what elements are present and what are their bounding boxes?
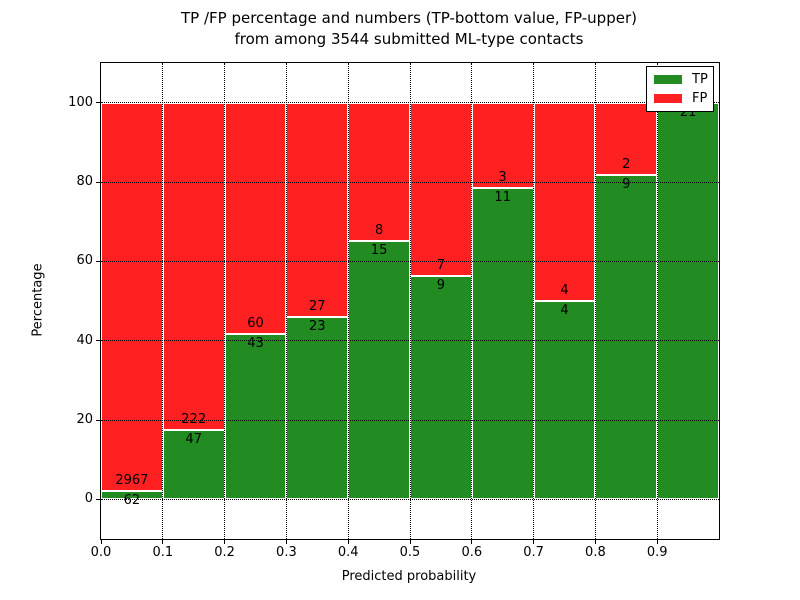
x-tick-label: 0.6 (461, 545, 483, 560)
tp-count-label: 11 (494, 189, 511, 205)
bar-tp-segment (286, 316, 349, 500)
bar-fp-segment (101, 102, 163, 492)
x-tick (471, 539, 473, 544)
y-tick-label: 80 (76, 174, 93, 189)
legend-swatch-tp (654, 75, 682, 84)
chart-title-line1: TP /FP percentage and numbers (TP-bottom… (181, 9, 637, 27)
x-tick (285, 539, 287, 544)
fp-count-label: 60 (247, 315, 264, 331)
v-gridline (656, 63, 658, 539)
y-tick (96, 260, 101, 262)
x-tick-label: 0.9 (646, 545, 668, 560)
y-axis-label: Percentage (30, 263, 46, 337)
y-tick-label: 0 (84, 491, 93, 507)
x-tick-label: 0.0 (90, 545, 112, 560)
chart-title: TP /FP percentage and numbers (TP-bottom… (100, 8, 718, 50)
y-tick-label: 40 (76, 332, 93, 348)
v-gridline (285, 63, 287, 539)
v-gridline (533, 63, 535, 539)
fp-count-label: 4 (560, 283, 569, 298)
bar-fp-segment (224, 102, 287, 334)
x-tick-label: 0.2 (214, 545, 235, 560)
legend-swatch-fp (654, 94, 682, 103)
bar-tp-segment (410, 276, 472, 500)
bar-tp-segment (348, 240, 410, 500)
fp-count-label: 3 (498, 169, 507, 185)
x-tick (594, 539, 596, 544)
y-tick-label: 60 (76, 253, 93, 269)
bar-tp-segment (657, 102, 719, 500)
x-tick-label: 0.8 (585, 545, 606, 560)
legend-entry: TP (654, 72, 708, 87)
v-gridline (347, 63, 349, 539)
fp-count-label: 27 (309, 298, 326, 314)
x-tick-label: 0.1 (152, 545, 174, 560)
fp-count-label: 2 (622, 156, 631, 172)
x-tick (656, 539, 658, 544)
fp-count-label: 7 (436, 258, 446, 274)
tp-count-label: 15 (370, 242, 388, 258)
y-tick (96, 419, 101, 421)
v-gridline (409, 63, 411, 539)
bar-fp-segment (533, 102, 596, 301)
tp-count-label: 9 (436, 278, 446, 294)
v-gridline (471, 63, 473, 539)
tp-count-label: 23 (309, 318, 326, 334)
bar-fp-segment (162, 102, 225, 431)
bar-fp-segment (348, 102, 410, 241)
x-tick (409, 539, 411, 544)
fp-count-label: 8 (374, 222, 384, 238)
y-tick (96, 340, 101, 342)
y-tick (96, 181, 101, 183)
bar-tp-segment (533, 301, 596, 500)
x-tick-label: 0.4 (337, 545, 359, 560)
bar-tp-segment (224, 333, 287, 500)
x-tick (100, 539, 102, 544)
plot-area: 2967 62 222 47 60 43 27 23 8 15 7 9 3 11 4 4 2 9 21 0 20 40 60… (68, 62, 720, 560)
legend-label-fp: FP (692, 91, 708, 106)
bar-fp-segment (286, 102, 349, 317)
v-gridline (224, 63, 226, 539)
y-tick (96, 102, 101, 104)
x-tick (162, 539, 164, 544)
x-tick (533, 539, 535, 544)
v-gridline (162, 63, 164, 539)
v-gridline (594, 63, 596, 539)
legend-label-tp: TP (692, 72, 708, 87)
tp-count-label: 62 (123, 493, 141, 509)
legend-entry: FP (654, 91, 708, 106)
x-tick (224, 539, 226, 544)
bar-tp-segment (595, 174, 658, 500)
x-axis-label: Predicted probability (341, 569, 477, 584)
tp-count-label: 43 (247, 335, 264, 351)
y-tick (96, 498, 101, 500)
legend: TP FP (646, 66, 714, 112)
tp-count-label: 4 (560, 303, 569, 318)
chart-title-line2: from among 3544 submitted ML-type contac… (234, 30, 584, 48)
fp-count-label: 222 (181, 412, 207, 428)
x-tick-label: 0.5 (399, 545, 421, 560)
x-tick-label: 0.7 (523, 545, 544, 560)
tp-count-label: 47 (185, 432, 202, 448)
y-tick-label: 20 (76, 412, 93, 427)
bar-fp-segment (410, 102, 472, 277)
y-tick-label: 100 (68, 94, 93, 110)
x-tick-label: 0.3 (276, 545, 297, 560)
bar-tp-segment (471, 187, 534, 500)
x-tick (347, 539, 349, 544)
fp-count-label: 2967 (115, 473, 149, 489)
tp-count-label: 9 (622, 176, 631, 192)
